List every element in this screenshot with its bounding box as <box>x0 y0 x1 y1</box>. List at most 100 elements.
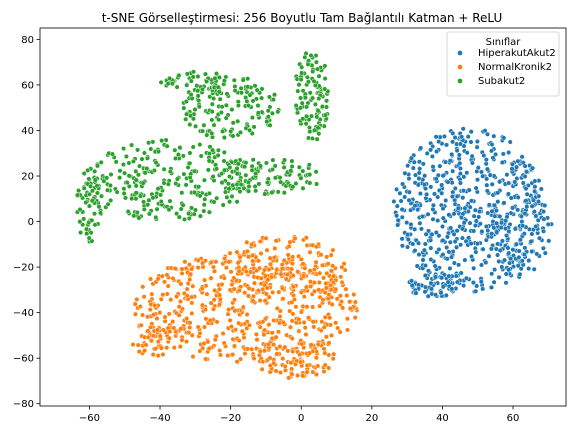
data-point <box>316 279 322 286</box>
data-point <box>245 179 251 185</box>
data-point <box>290 311 296 317</box>
data-point <box>252 83 258 89</box>
data-point <box>446 273 452 279</box>
data-point <box>535 217 541 223</box>
data-point <box>504 233 510 239</box>
data-point <box>211 122 217 128</box>
data-point <box>145 202 151 208</box>
data-point <box>168 297 174 303</box>
data-point <box>267 255 273 261</box>
x-tick-label: 0 <box>298 413 304 424</box>
data-point <box>229 107 235 113</box>
data-point <box>428 184 434 190</box>
data-point <box>84 231 90 237</box>
data-point <box>495 252 501 258</box>
data-point <box>226 173 233 180</box>
data-point <box>418 145 424 151</box>
data-point <box>520 223 526 229</box>
data-point <box>144 165 150 172</box>
data-point <box>275 109 281 115</box>
data-point <box>452 185 458 191</box>
data-point <box>295 88 301 94</box>
data-point <box>209 101 215 107</box>
data-point <box>428 286 434 292</box>
data-point <box>172 265 178 272</box>
data-point <box>450 130 456 136</box>
data-point <box>314 181 320 187</box>
data-point <box>225 311 231 317</box>
data-point <box>77 206 83 213</box>
data-point <box>253 188 259 194</box>
data-point <box>227 164 233 171</box>
data-point <box>425 228 432 234</box>
chart-title: t-SNE Görselleştirmesi: 256 Boyutlu Tam … <box>102 11 503 25</box>
data-point <box>311 288 318 294</box>
data-point <box>278 179 284 185</box>
data-point <box>223 265 229 271</box>
data-point <box>319 103 325 110</box>
data-point <box>449 151 455 157</box>
data-point <box>509 166 515 172</box>
data-point <box>240 77 246 83</box>
data-point <box>404 220 410 226</box>
data-point <box>155 186 161 192</box>
data-point <box>536 193 542 199</box>
data-point <box>237 189 243 195</box>
data-point <box>133 183 139 189</box>
data-point <box>522 211 528 217</box>
data-point <box>297 105 304 111</box>
data-point <box>316 96 322 102</box>
data-point <box>304 113 310 119</box>
data-point <box>450 139 456 145</box>
data-point <box>148 324 154 330</box>
data-point <box>484 182 490 188</box>
data-point <box>462 257 468 263</box>
data-point <box>288 168 294 174</box>
data-point <box>512 226 518 232</box>
data-point <box>74 192 81 198</box>
data-point <box>201 177 207 183</box>
data-point <box>165 283 171 289</box>
data-point <box>285 348 291 354</box>
data-point <box>221 340 227 346</box>
data-point <box>137 303 143 310</box>
data-point <box>164 291 170 297</box>
data-point <box>83 199 89 206</box>
data-point <box>247 92 253 98</box>
data-point <box>180 153 186 159</box>
data-point <box>191 168 197 174</box>
data-point <box>422 241 428 247</box>
data-point <box>432 263 438 269</box>
data-point <box>186 211 192 217</box>
data-point <box>94 190 100 196</box>
data-point <box>444 256 450 262</box>
data-point <box>463 275 469 281</box>
data-point <box>416 252 422 258</box>
data-point <box>325 261 331 267</box>
data-point <box>506 180 512 186</box>
data-point <box>133 190 139 196</box>
data-point <box>352 315 358 321</box>
data-point <box>200 260 206 266</box>
data-point <box>174 211 180 217</box>
data-point <box>319 262 326 268</box>
data-point <box>201 122 207 128</box>
data-point <box>86 191 93 197</box>
data-point <box>228 269 234 275</box>
data-point <box>497 247 503 253</box>
data-point <box>533 223 539 230</box>
data-point <box>202 196 208 202</box>
data-point <box>133 196 139 202</box>
data-point <box>281 157 288 163</box>
data-point <box>153 160 159 166</box>
data-point <box>425 268 431 274</box>
data-point <box>252 183 258 189</box>
data-point <box>77 219 83 225</box>
data-point <box>142 348 148 354</box>
data-point <box>316 73 322 79</box>
data-point <box>300 273 306 279</box>
data-point <box>251 124 257 130</box>
data-point <box>318 252 324 258</box>
data-point <box>165 81 171 87</box>
